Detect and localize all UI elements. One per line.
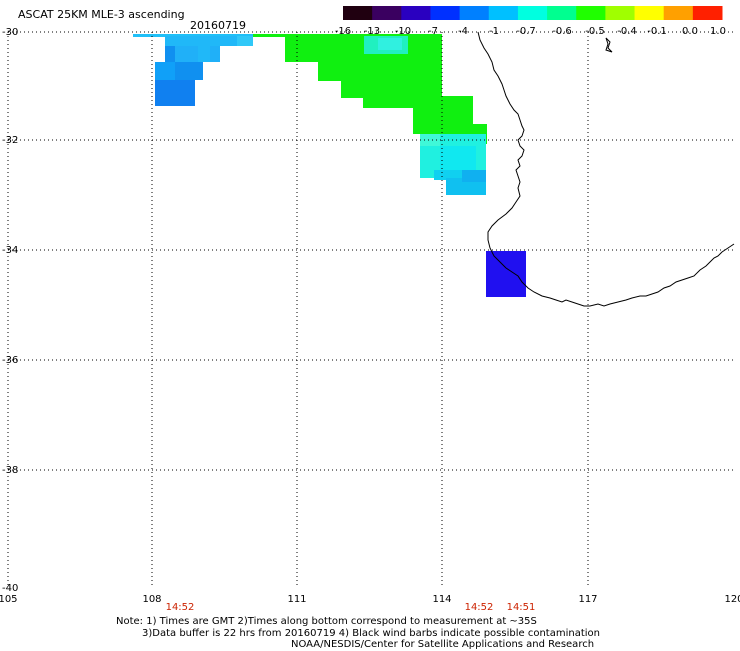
latitude-label: -30 — [2, 27, 18, 38]
color-scale-bar — [343, 6, 723, 20]
color-scale-segment — [576, 6, 606, 20]
color-scale-segment — [343, 6, 373, 20]
longitude-label: 120 — [724, 594, 740, 605]
longitude-label: 111 — [287, 594, 306, 605]
data-cell — [440, 146, 476, 170]
color-scale-label: -0.4 — [617, 26, 637, 37]
color-scale-segment — [547, 6, 577, 20]
color-scale-label: 1.0 — [710, 26, 726, 37]
latitude-labels: -30 -32 -34 -36 -38 -40 — [2, 27, 18, 594]
data-cell — [165, 46, 175, 62]
island-outline — [605, 37, 613, 53]
latitude-label: -34 — [2, 245, 18, 256]
time-label: 14:52 — [465, 602, 494, 613]
color-scale-label: -16 — [335, 26, 351, 37]
data-cell — [363, 96, 473, 108]
color-scale-label: 0.0 — [682, 26, 698, 37]
color-scale-label: -0.6 — [552, 26, 572, 37]
latitude-label: -40 — [2, 583, 18, 594]
data-cell — [446, 178, 486, 195]
data-cell — [413, 108, 473, 134]
color-scale-label: -4 — [458, 26, 468, 37]
note-line-1: Note: 1) Times are GMT 2)Times along bot… — [116, 616, 537, 627]
color-scale-label: -10 — [395, 26, 411, 37]
color-scale-segment — [692, 6, 723, 20]
data-cell — [198, 46, 210, 62]
data-cell — [378, 38, 402, 50]
data-cell — [155, 80, 195, 106]
color-scale-segment — [430, 6, 461, 20]
color-scale-segment — [605, 6, 636, 20]
coastline — [477, 31, 735, 307]
color-scale-segment — [459, 6, 490, 20]
note-line-2: 3)Data buffer is 22 hrs from 20160719 4)… — [142, 628, 600, 639]
latitude-label: -38 — [2, 465, 18, 476]
data-cell — [237, 36, 253, 46]
color-scale-segment — [401, 6, 431, 20]
note-line-3: NOAA/NESDIS/Center for Satellite Applica… — [291, 639, 595, 650]
data-cell — [420, 134, 440, 146]
color-scale-label: -0.7 — [516, 26, 536, 37]
longitude-label: 105 — [0, 594, 18, 605]
color-scale-segment — [634, 6, 665, 20]
time-label: 14:52 — [166, 602, 195, 613]
color-scale-segment — [517, 6, 548, 20]
data-cell — [285, 34, 442, 62]
map-date: 20160719 — [190, 19, 246, 32]
data-cell — [318, 62, 442, 81]
data-cell — [133, 34, 253, 37]
data-cell — [175, 62, 203, 80]
map-title: ASCAT 25KM MLE-3 ascending — [18, 8, 185, 21]
longitude-label: 108 — [142, 594, 161, 605]
data-cell — [462, 170, 486, 182]
longitude-label: 114 — [432, 594, 451, 605]
data-cell — [341, 81, 442, 98]
map-gridlines — [7, 31, 734, 588]
time-labels: 14:52 14:52 14:51 — [166, 602, 536, 613]
color-scale-label: -1 — [489, 26, 499, 37]
data-cell — [486, 251, 526, 297]
data-cell — [434, 170, 486, 180]
longitude-labels: 105 108 111 114 117 120 — [0, 594, 740, 605]
data-cell — [165, 36, 237, 46]
latitude-label: -36 — [2, 355, 18, 366]
color-scale-label: -0.5 — [585, 26, 605, 37]
color-scale-segment — [663, 6, 694, 20]
longitude-label: 117 — [578, 594, 597, 605]
latitude-label: -32 — [2, 135, 18, 146]
color-scale-segment — [488, 6, 519, 20]
time-label: 14:51 — [507, 602, 536, 613]
data-cell — [253, 34, 288, 37]
wind-data-cells — [133, 34, 526, 297]
color-scale-segment — [372, 6, 402, 20]
